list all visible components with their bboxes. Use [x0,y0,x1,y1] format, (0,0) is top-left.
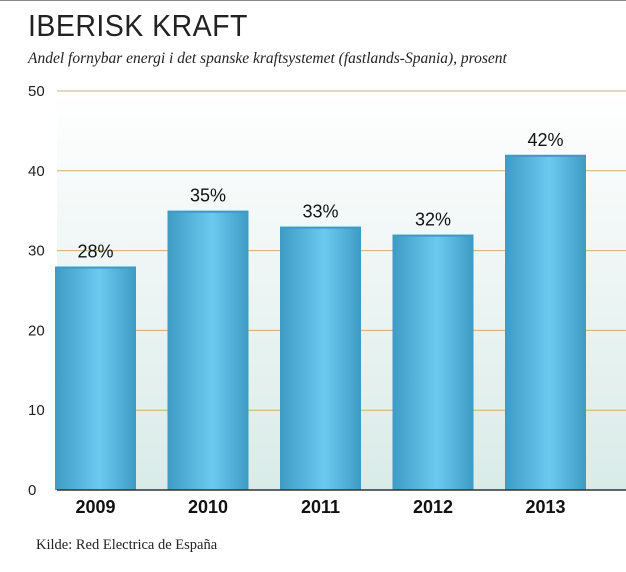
y-tick-label-10: 10 [28,402,45,419]
bar-2009 [55,266,136,490]
data-label-2013: 42% [527,130,563,150]
data-label-2011: 33% [302,202,338,222]
data-label-2010: 35% [190,186,226,206]
bar-top-edge-2010 [167,210,249,213]
y-tick-label-30: 30 [28,243,45,260]
x-tick-label-2011: 2011 [301,497,340,517]
bar-2011 [280,226,361,490]
y-tick-label-50: 50 [28,83,45,100]
x-tick-label-2010: 2010 [188,497,228,517]
x-tick-label-2012: 2012 [413,497,453,517]
y-tick-label-20: 20 [28,322,45,339]
bar-top-edge-2009 [55,266,136,269]
bar-top-edge-2011 [280,226,361,229]
data-label-2009: 28% [77,242,113,262]
chart-subtitle: Andel fornybar energi i det spanske kraf… [28,50,507,67]
chart-title: IBERISK KRAFT [28,8,248,43]
x-tick-label-2013: 2013 [525,497,565,517]
bar-2010 [167,210,249,490]
bar-2013 [505,154,586,490]
bar-top-edge-2013 [505,154,586,157]
source-note: Kilde: Red Electrica de España [36,537,218,553]
bar-2012 [392,234,474,490]
bar-top-edge-2012 [392,234,474,237]
y-tick-label-0: 0 [28,482,36,499]
y-tick-label-40: 40 [28,163,45,180]
data-label-2012: 32% [415,210,451,230]
top-rule [0,0,626,1]
x-tick-label-2009: 2009 [75,497,115,517]
